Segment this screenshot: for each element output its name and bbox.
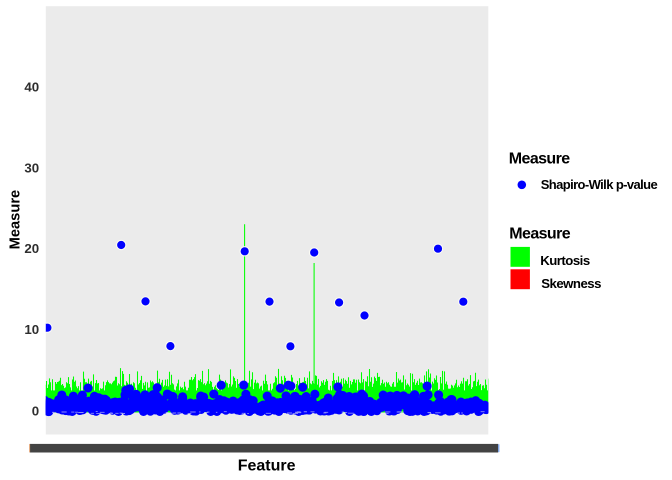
svg-text:40: 40 (24, 79, 39, 94)
svg-text:Shapiro-Wilk p-value: Shapiro-Wilk p-value (541, 177, 658, 192)
svg-text:Kurtosis: Kurtosis (540, 253, 590, 268)
svg-text:0: 0 (32, 403, 39, 418)
svg-text:10: 10 (24, 322, 39, 337)
svg-text:Feature: Feature (238, 458, 296, 475)
svg-text:30: 30 (24, 160, 39, 175)
svg-text:Measure: Measure (7, 190, 23, 250)
svg-text:20: 20 (24, 241, 39, 256)
svg-text:Measure: Measure (509, 151, 570, 168)
svg-text:Skewness: Skewness (541, 276, 601, 291)
svg-text:Measure: Measure (509, 226, 570, 243)
